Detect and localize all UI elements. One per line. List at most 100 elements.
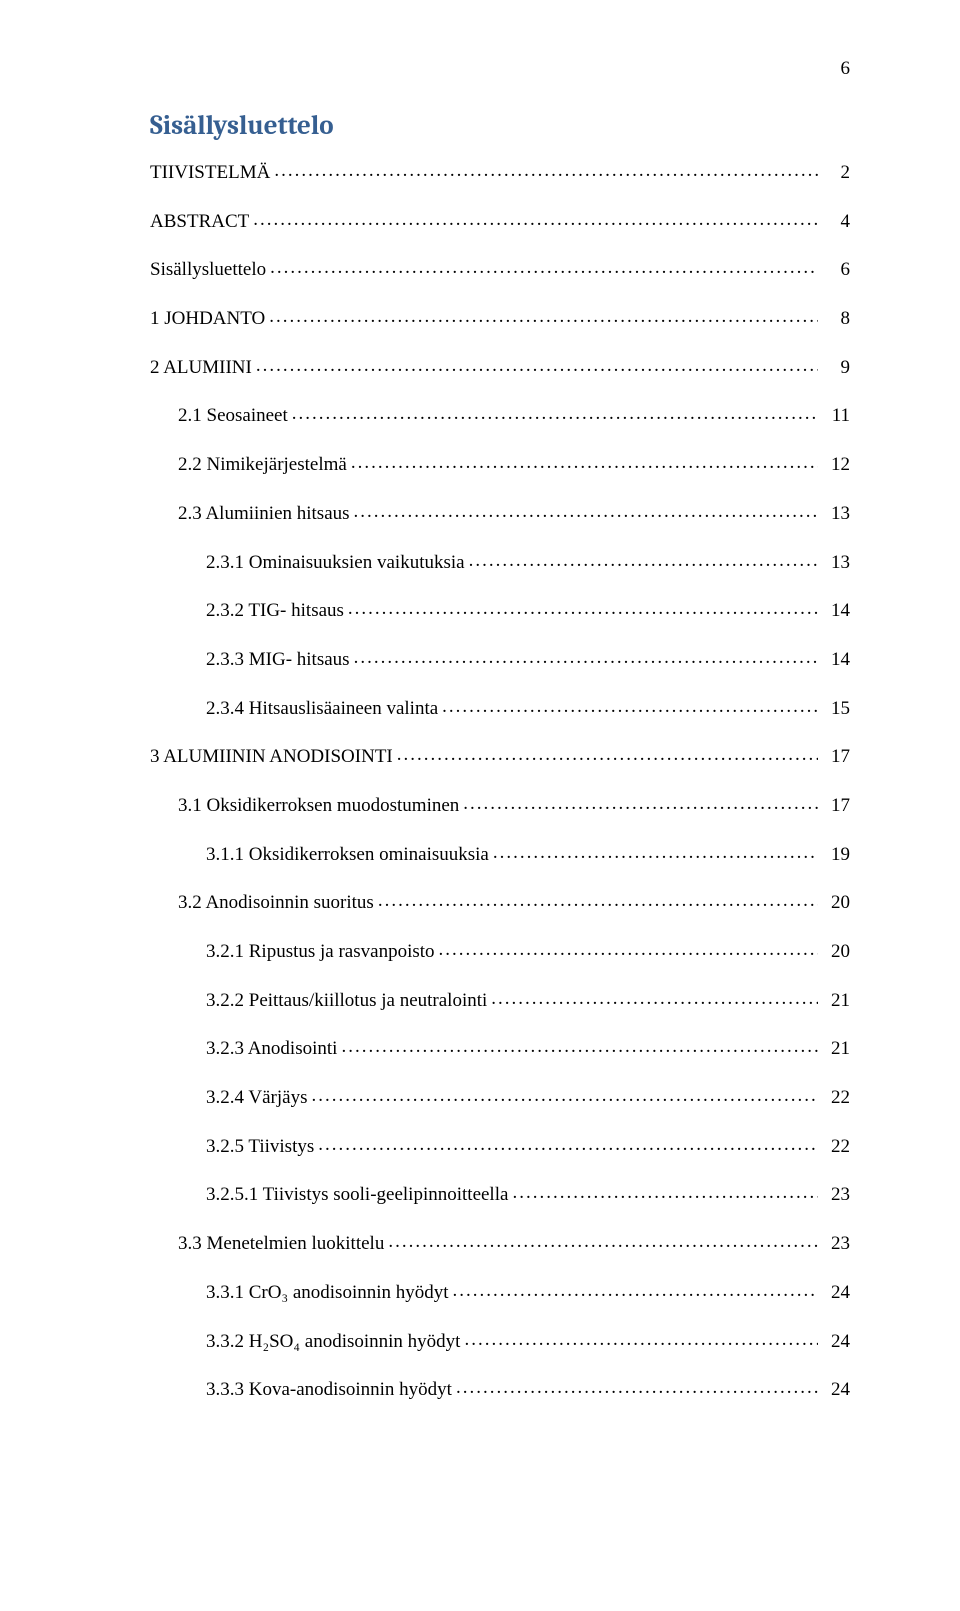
- toc-leader-dots: [463, 792, 818, 811]
- toc-entry-label: 3.3.3 Kova-anodisoinnin hyödyt: [206, 1378, 452, 1403]
- toc-entry-label: TIIVISTELMÄ: [150, 161, 270, 186]
- toc-leader-dots: [388, 1230, 818, 1249]
- toc-leader-dots: [354, 646, 818, 665]
- toc-leader-dots: [318, 1133, 818, 1152]
- toc-leader-dots: [469, 549, 818, 568]
- toc-leader-dots: [453, 1279, 818, 1298]
- toc-entry-page: 2: [822, 161, 850, 186]
- toc-entry-label: 3.3.1 CrO₃ anodisoinnin hyödyt: [206, 1281, 449, 1306]
- toc-entry-page: 21: [822, 1037, 850, 1062]
- toc-entry-label: 3.2.1 Ripustus ja rasvanpoisto: [206, 940, 435, 965]
- toc-entry-page: 19: [822, 843, 850, 868]
- toc-entry-label: ABSTRACT: [150, 210, 249, 235]
- toc-entry-label: 2.3.3 MIG- hitsaus: [206, 648, 350, 673]
- toc-entry-label: 2.3 Alumiinien hitsaus: [178, 502, 350, 527]
- toc-leader-dots: [269, 305, 818, 324]
- toc-entry-page: 6: [822, 258, 850, 283]
- toc-entry-label: 2.3.2 TIG- hitsaus: [206, 599, 344, 624]
- toc-entry: 3.2.1 Ripustus ja rasvanpoisto20: [150, 938, 850, 965]
- table-of-contents: TIIVISTELMÄ 2 ABSTRACT 4 Sisällysluettelo 6 1 …: [150, 159, 850, 1403]
- toc-leader-dots: [493, 841, 818, 860]
- document-page: 6 Sisällysluettelo TIIVISTELMÄ 2 ABSTRACT 4…: [0, 0, 960, 1611]
- toc-entry-label: 2.2 Nimikejärjestelmä: [178, 453, 347, 478]
- toc-leader-dots: [512, 1181, 818, 1200]
- toc-leader-dots: [348, 597, 818, 616]
- toc-leader-dots: [491, 987, 818, 1006]
- toc-entry-label: 3 ALUMIININ ANODISOINTI: [150, 745, 393, 770]
- toc-leader-dots: [397, 743, 818, 762]
- toc-entry-page: 14: [822, 648, 850, 673]
- toc-entry-label: 3.3.2 H₂SO₄ anodisoinnin hyödyt: [206, 1330, 460, 1355]
- toc-entry-page: 13: [822, 551, 850, 576]
- toc-entry-page: 22: [822, 1135, 850, 1160]
- toc-entry-label: 3.2 Anodisoinnin suoritus: [178, 891, 374, 916]
- toc-leader-dots: [253, 208, 818, 227]
- toc-entry-label: 3.1 Oksidikerroksen muodostuminen: [178, 794, 459, 819]
- toc-entry-label: 2 ALUMIINI: [150, 356, 252, 381]
- toc-leader-dots: [464, 1328, 818, 1347]
- toc-entry-page: 20: [822, 891, 850, 916]
- toc-entry-page: 9: [822, 356, 850, 381]
- toc-entry-page: 24: [822, 1378, 850, 1403]
- toc-entry: 3.1.1 Oksidikerroksen ominaisuuksia 19: [150, 841, 850, 868]
- toc-entry-page: 13: [822, 502, 850, 527]
- toc-entry: 3.2.4 Värjäys 22: [150, 1084, 850, 1111]
- toc-entry-label: 3.2.5 Tiivistys: [206, 1135, 314, 1160]
- toc-leader-dots: [312, 1084, 819, 1103]
- toc-leader-dots: [270, 256, 818, 275]
- toc-entry-label: 3.2.4 Värjäys: [206, 1086, 308, 1111]
- toc-entry: 3.2.5 Tiivistys 22: [150, 1133, 850, 1160]
- toc-entry: 3 ALUMIININ ANODISOINTI 17: [150, 743, 850, 770]
- toc-entry: Sisällysluettelo 6: [150, 256, 850, 283]
- toc-leader-dots: [378, 889, 818, 908]
- toc-leader-dots: [456, 1376, 818, 1395]
- toc-entry-label: 3.2.2 Peittaus/kiillotus ja neutralointi: [206, 989, 487, 1014]
- toc-entry-page: 22: [822, 1086, 850, 1111]
- toc-leader-dots: [341, 1035, 818, 1054]
- toc-entry: 2.3 Alumiinien hitsaus 13: [150, 500, 850, 527]
- toc-entry-page: 23: [822, 1232, 850, 1257]
- toc-entry-page: 14: [822, 599, 850, 624]
- toc-entry: 3.3.3 Kova-anodisoinnin hyödyt 24: [150, 1376, 850, 1403]
- toc-entry: 1 JOHDANTO 8: [150, 305, 850, 332]
- toc-entry: TIIVISTELMÄ 2: [150, 159, 850, 186]
- toc-leader-dots: [439, 938, 818, 957]
- toc-entry-label: 2.3.4 Hitsauslisäaineen valinta: [206, 697, 438, 722]
- toc-leader-dots: [292, 402, 818, 421]
- toc-entry: 2.3.1 Ominaisuuksien vaikutuksia 13: [150, 549, 850, 576]
- toc-entry-page: 11: [822, 404, 850, 429]
- toc-entry: 3.1 Oksidikerroksen muodostuminen 17: [150, 792, 850, 819]
- toc-entry: 3.2 Anodisoinnin suoritus 20: [150, 889, 850, 916]
- toc-entry: 3.3.2 H₂SO₄ anodisoinnin hyödyt 24: [150, 1328, 850, 1355]
- toc-entry: 2.3.3 MIG- hitsaus 14: [150, 646, 850, 673]
- toc-leader-dots: [442, 695, 818, 714]
- toc-entry: 3.2.5.1 Tiivistys sooli-geelipinnoitteel…: [150, 1181, 850, 1208]
- toc-leader-dots: [354, 500, 818, 519]
- toc-entry-label: 2.1 Seosaineet: [178, 404, 288, 429]
- toc-entry-label: Sisällysluettelo: [150, 258, 266, 283]
- toc-entry-page: 17: [822, 794, 850, 819]
- toc-entry-page: 12: [822, 453, 850, 478]
- toc-entry-page: 8: [822, 307, 850, 332]
- toc-entry-page: 23: [822, 1183, 850, 1208]
- toc-entry-label: 1 JOHDANTO: [150, 307, 265, 332]
- toc-entry: 2.2 Nimikejärjestelmä 12: [150, 451, 850, 478]
- toc-entry-label: 2.3.1 Ominaisuuksien vaikutuksia: [206, 551, 465, 576]
- toc-entry-page: 21: [822, 989, 850, 1014]
- toc-entry-page: 24: [822, 1330, 850, 1355]
- toc-leader-dots: [256, 354, 818, 373]
- toc-entry: ABSTRACT 4: [150, 208, 850, 235]
- toc-leader-dots: [274, 159, 818, 178]
- toc-entry: 2.1 Seosaineet 11: [150, 402, 850, 429]
- toc-entry-page: 17: [822, 745, 850, 770]
- toc-entry: 3.3 Menetelmien luokittelu 23: [150, 1230, 850, 1257]
- toc-entry-page: 15: [822, 697, 850, 722]
- toc-entry-label: 3.1.1 Oksidikerroksen ominaisuuksia: [206, 843, 489, 868]
- toc-entry-label: 3.3 Menetelmien luokittelu: [178, 1232, 384, 1257]
- toc-entry: 2.3.2 TIG- hitsaus 14: [150, 597, 850, 624]
- toc-entry-page: 24: [822, 1281, 850, 1306]
- toc-title: Sisällysluettelo: [150, 110, 850, 141]
- toc-entry-label: 3.2.3 Anodisointi: [206, 1037, 337, 1062]
- toc-entry-label: 3.2.5.1 Tiivistys sooli-geelipinnoitteel…: [206, 1183, 508, 1208]
- toc-entry-page: 4: [822, 210, 850, 235]
